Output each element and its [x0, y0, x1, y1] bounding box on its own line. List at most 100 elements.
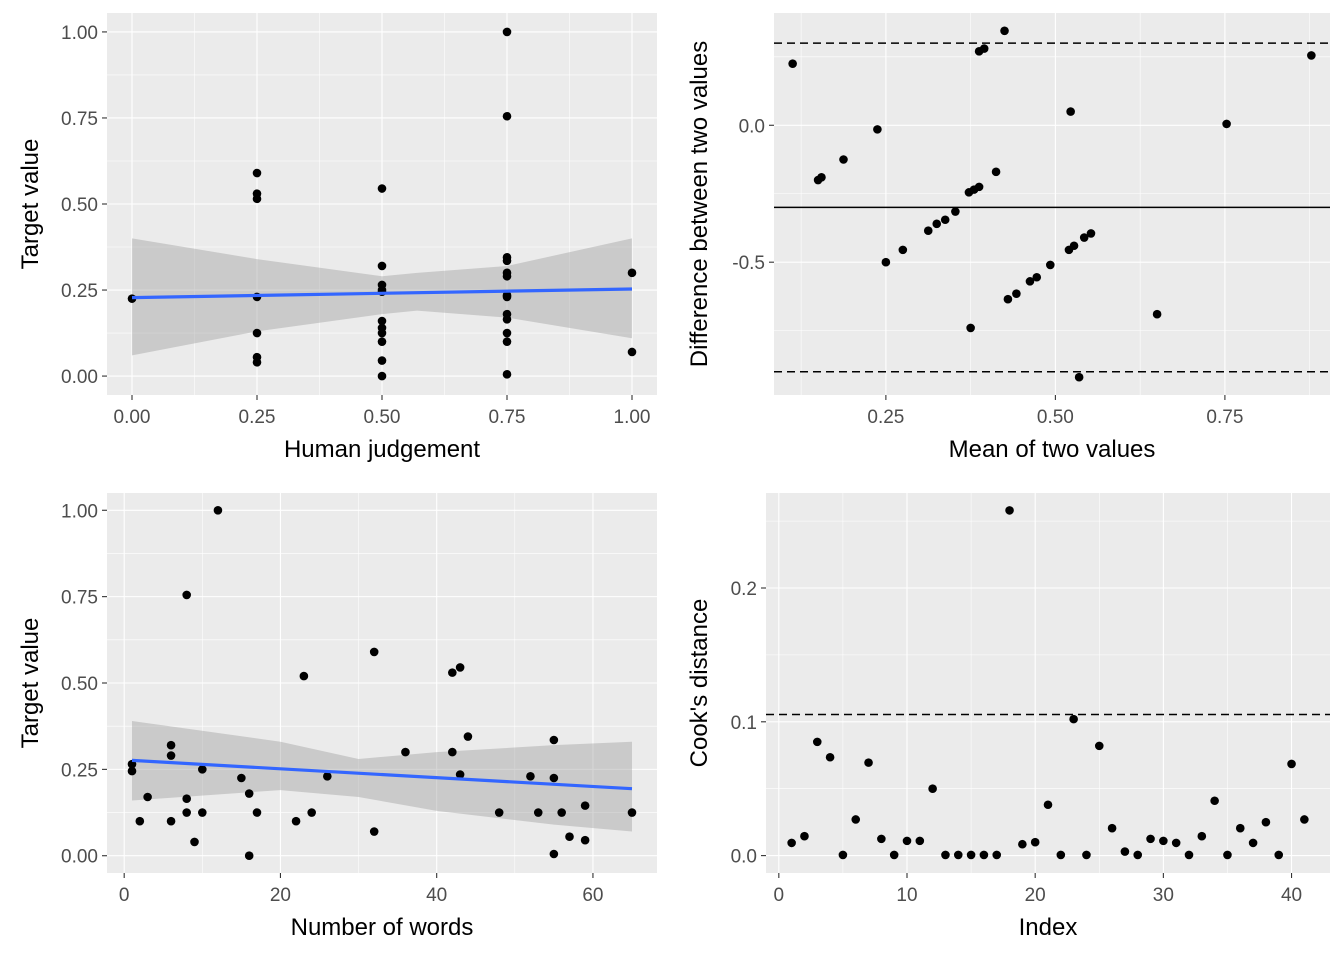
- data-point: [951, 207, 960, 216]
- data-point: [1069, 714, 1078, 724]
- data-point: [198, 808, 207, 817]
- data-point: [463, 732, 473, 741]
- x-axis-title: Index: [1019, 914, 1078, 941]
- data-point: [1018, 839, 1027, 849]
- y-tick-label: 0.75: [61, 588, 98, 609]
- data-point: [787, 838, 796, 848]
- data-point: [182, 808, 191, 817]
- data-point: [1043, 800, 1053, 810]
- regression-line: [131, 758, 633, 791]
- data-point: [1046, 260, 1055, 270]
- data-point: [252, 168, 262, 178]
- data-point: [502, 370, 512, 379]
- y-axis-title: Difference between two values: [686, 41, 713, 367]
- x-tick-label: 0.75: [1206, 407, 1243, 428]
- data-point: [502, 328, 512, 338]
- data-point: [369, 827, 379, 836]
- data-point: [307, 808, 316, 817]
- data-point: [881, 257, 891, 267]
- x-tick-label: 10: [896, 885, 917, 906]
- data-point: [377, 371, 387, 381]
- data-point: [1069, 241, 1079, 251]
- data-point: [182, 590, 191, 600]
- x-tick-label: 0.50: [1037, 407, 1074, 428]
- x-tick-label: 1.00: [614, 407, 651, 428]
- data-point: [800, 831, 809, 841]
- panel-bland-altman: 0.25 0.50 0.75 0.0 -0.5 Mean of two values Dif…: [686, 13, 1330, 463]
- data-point: [1222, 119, 1231, 129]
- data-point: [1107, 823, 1117, 833]
- data-point: [377, 316, 387, 326]
- data-point: [1086, 229, 1096, 238]
- data-point: [401, 747, 410, 757]
- y-axis-title: Target value: [17, 139, 44, 270]
- x-axis-title: Human judgement: [284, 436, 480, 463]
- x-axis-title: Number of words: [291, 914, 474, 941]
- data-point: [252, 328, 262, 338]
- data-point: [502, 337, 512, 346]
- data-point: [1274, 850, 1284, 860]
- data-point: [369, 647, 379, 657]
- data-point: [979, 850, 989, 860]
- data-point: [1159, 836, 1168, 846]
- data-point: [580, 835, 590, 845]
- data-point: [966, 323, 975, 333]
- data-point: [252, 358, 262, 367]
- data-point: [135, 816, 145, 826]
- confidence-band: [132, 238, 632, 356]
- data-point: [1197, 831, 1207, 841]
- data-point: [877, 834, 886, 844]
- data-point: [923, 226, 933, 235]
- x-tick-label: 40: [426, 885, 447, 906]
- data-point: [1074, 372, 1084, 382]
- data-point: [928, 784, 937, 794]
- data-point: [1005, 506, 1014, 515]
- panel-human-judgement-vs-target: 0.00 0.25 0.50 0.75 1.00 0.00 0.25 0.50 0.75 1.00…: [17, 13, 657, 463]
- data-point: [502, 314, 512, 324]
- data-point: [898, 245, 908, 255]
- data-point: [533, 808, 543, 817]
- data-point: [1235, 823, 1245, 833]
- y-tick-label: 1.00: [61, 501, 98, 522]
- y-tick-label: 0.0: [731, 847, 757, 868]
- data-point: [299, 671, 309, 681]
- y-tick-label: 0.75: [61, 109, 98, 130]
- data-point: [1248, 838, 1258, 848]
- data-point: [1287, 759, 1296, 769]
- data-point: [455, 770, 465, 779]
- x-tick-label: 40: [1281, 885, 1302, 906]
- data-point: [940, 215, 950, 225]
- y-tick-label: 0.50: [61, 674, 98, 695]
- data-point: [549, 735, 559, 745]
- data-point: [448, 747, 457, 757]
- data-point: [1082, 850, 1091, 860]
- data-point: [190, 837, 199, 847]
- data-point: [966, 850, 976, 860]
- x-tick-label: 20: [1025, 885, 1046, 906]
- plot-background: [766, 493, 1330, 873]
- data-point: [1012, 289, 1021, 298]
- data-point: [889, 850, 899, 860]
- data-point: [127, 766, 137, 776]
- y-tick-label: 1.00: [61, 23, 98, 44]
- data-point: [627, 268, 637, 278]
- data-point: [788, 59, 797, 68]
- data-point: [557, 808, 566, 817]
- data-point: [182, 794, 191, 804]
- data-point: [839, 155, 848, 164]
- data-point: [1307, 51, 1316, 60]
- data-point: [252, 194, 262, 204]
- data-point: [1120, 847, 1130, 856]
- data-point: [873, 125, 882, 134]
- data-point: [502, 111, 512, 121]
- data-point: [812, 737, 822, 747]
- data-point: [502, 27, 512, 37]
- y-tick-label: 0.50: [61, 195, 98, 216]
- data-point: [377, 328, 387, 338]
- y-tick-label: 0.00: [61, 367, 98, 388]
- data-point: [377, 337, 387, 346]
- y-axis-title: Target value: [17, 618, 44, 749]
- data-point: [166, 751, 176, 760]
- data-point: [291, 816, 301, 826]
